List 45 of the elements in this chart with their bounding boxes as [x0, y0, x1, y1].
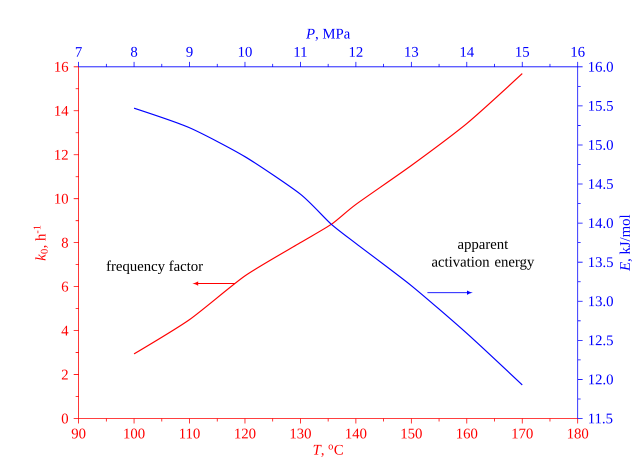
y-tick-label: 12 [55, 150, 68, 160]
y2-tick-label: 13.5 [589, 257, 613, 268]
x2-tick-label: 11 [294, 47, 307, 57]
y2-tick-label: 15.0 [589, 140, 613, 150]
y-tick-label: 14 [55, 106, 68, 116]
y-tick-label: 16 [55, 62, 68, 72]
x-tick-label: 150 [402, 428, 422, 439]
x-tick-label: 90 [72, 428, 86, 439]
annotation: apparent activation energy [432, 240, 534, 270]
y-tick-label: 8 [62, 238, 68, 248]
y2-tick-label: 11.5 [589, 414, 612, 424]
y2-tick-label: 14.5 [589, 179, 613, 190]
y-tick-label: 6 [62, 282, 68, 292]
x-tick-label: 110 [180, 428, 200, 439]
y2-tick-label: 12.0 [589, 374, 613, 385]
y-tick-label: 10 [55, 194, 68, 204]
x-tick-label: 180 [568, 428, 588, 439]
y2-tick-label: 16.0 [589, 62, 613, 72]
x2-tick-label: 16 [572, 47, 585, 57]
x-tick-label: 130 [290, 428, 311, 439]
x-tick-label: 120 [235, 428, 256, 439]
x-tick-label: 160 [457, 428, 478, 439]
y-tick-label: 4 [62, 326, 68, 336]
x-tick-label: 140 [346, 428, 366, 439]
x2-tick-label: 10 [238, 47, 252, 57]
annotation: frequency factor [106, 260, 203, 274]
y2-axis-title: E, kJ/mol [620, 214, 632, 272]
x-tick-label: 100 [124, 428, 145, 439]
x2-tick-label: 14 [460, 47, 474, 57]
x2-tick-label: 8 [130, 47, 138, 57]
x-axis-title: T, $^{o}$C [314, 444, 343, 458]
y-axis-title: k$_{0}$, h$^{-1}$ [34, 226, 48, 261]
y-tick-label: 2 [62, 370, 68, 380]
x2-axis-title: P, MPa [306, 29, 350, 41]
y2-tick-label: 13.0 [589, 296, 613, 307]
x2-tick-label: 9 [186, 47, 193, 57]
x-tick-label: 170 [512, 428, 533, 439]
x2-tick-label: 13 [405, 47, 418, 57]
y2-tick-label: 15.5 [589, 101, 613, 112]
y2-tick-label: 14.0 [589, 218, 613, 228]
x2-tick-label: 7 [76, 47, 82, 57]
x2-tick-label: 15 [516, 47, 530, 57]
y2-tick-label: 12.5 [589, 336, 613, 346]
x2-tick-label: 12 [350, 47, 362, 57]
y-tick-label: 0 [62, 414, 68, 424]
